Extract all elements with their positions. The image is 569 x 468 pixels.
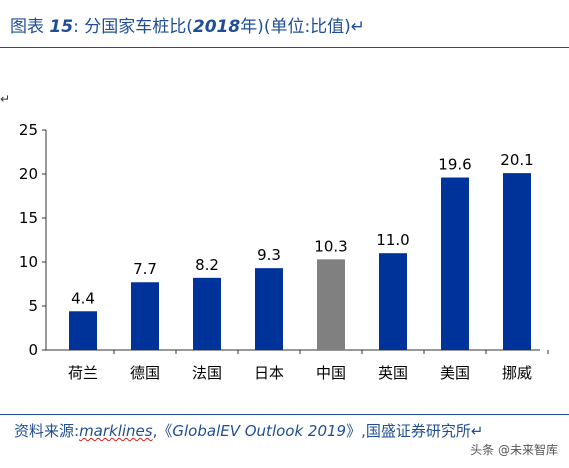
x-category-label: 英国 (378, 364, 408, 382)
bar-value-label: 9.3 (257, 246, 281, 264)
title-number: 15 (49, 17, 74, 37)
y-tick-label: 20 (19, 165, 38, 183)
y-tick-label: 0 (28, 341, 38, 359)
source-note: 资料来源:marklines,《GlobalEV Outlook 2019》,国… (14, 420, 559, 441)
x-category-label: 挪威 (502, 364, 532, 382)
x-category-label: 荷兰 (68, 364, 98, 382)
paragraph-mark: ↵ (0, 92, 11, 106)
source-sep2: 》,国盛证券研究所↵ (346, 422, 484, 440)
bar (441, 177, 469, 350)
bar (503, 173, 531, 350)
y-tick-label: 15 (19, 209, 38, 227)
x-category-label: 德国 (130, 364, 160, 382)
y-tick-label: 5 (28, 297, 38, 315)
bar-value-label: 20.1 (500, 151, 533, 169)
top-rule (0, 47, 569, 48)
bar (193, 277, 221, 350)
source-label: 资料来源: (14, 422, 80, 440)
y-tick-label: 25 (19, 121, 38, 139)
bottom-rule (0, 414, 569, 415)
bar (317, 259, 345, 350)
title-colon: : (73, 17, 79, 37)
x-category-label: 法国 (192, 364, 222, 382)
source-sep1: ,《 (152, 422, 173, 440)
bar-value-label: 19.6 (438, 156, 471, 174)
title-prefix: 图表 (10, 17, 50, 37)
bar-chart: 0 5 10 15 20 25 4.4 荷兰 7.7 德国 8.2 法国 9.3 日本 10.3 中国 11.0… (19, 121, 549, 382)
x-category-label: 日本 (254, 364, 284, 382)
bar-value-label: 10.3 (314, 237, 347, 255)
bar (379, 253, 407, 350)
title-suffix: 年)(单位:比值)↵ (240, 17, 366, 37)
bar (69, 311, 97, 350)
x-category-label: 中国 (316, 364, 346, 382)
title-year: 2018 (192, 17, 241, 37)
title-text: 分国家车桩比( (78, 17, 193, 37)
bar (131, 282, 159, 350)
source-marklines: marklines (79, 422, 153, 440)
y-tick-label: 10 (19, 253, 38, 271)
x-category-label: 美国 (440, 364, 470, 382)
bar (255, 268, 283, 350)
bar-value-label: 4.4 (71, 289, 95, 307)
bar-value-label: 7.7 (133, 260, 157, 278)
watermark: 头条 @未来智库 (467, 440, 561, 459)
source-global-ev: GlobalEV Outlook 2019 (172, 422, 347, 440)
bar-value-label: 8.2 (195, 256, 219, 274)
chart-title: 图表 15: 分国家车桩比(2018年)(单位:比值)↵ (10, 12, 550, 37)
bar-value-label: 11.0 (376, 231, 409, 249)
